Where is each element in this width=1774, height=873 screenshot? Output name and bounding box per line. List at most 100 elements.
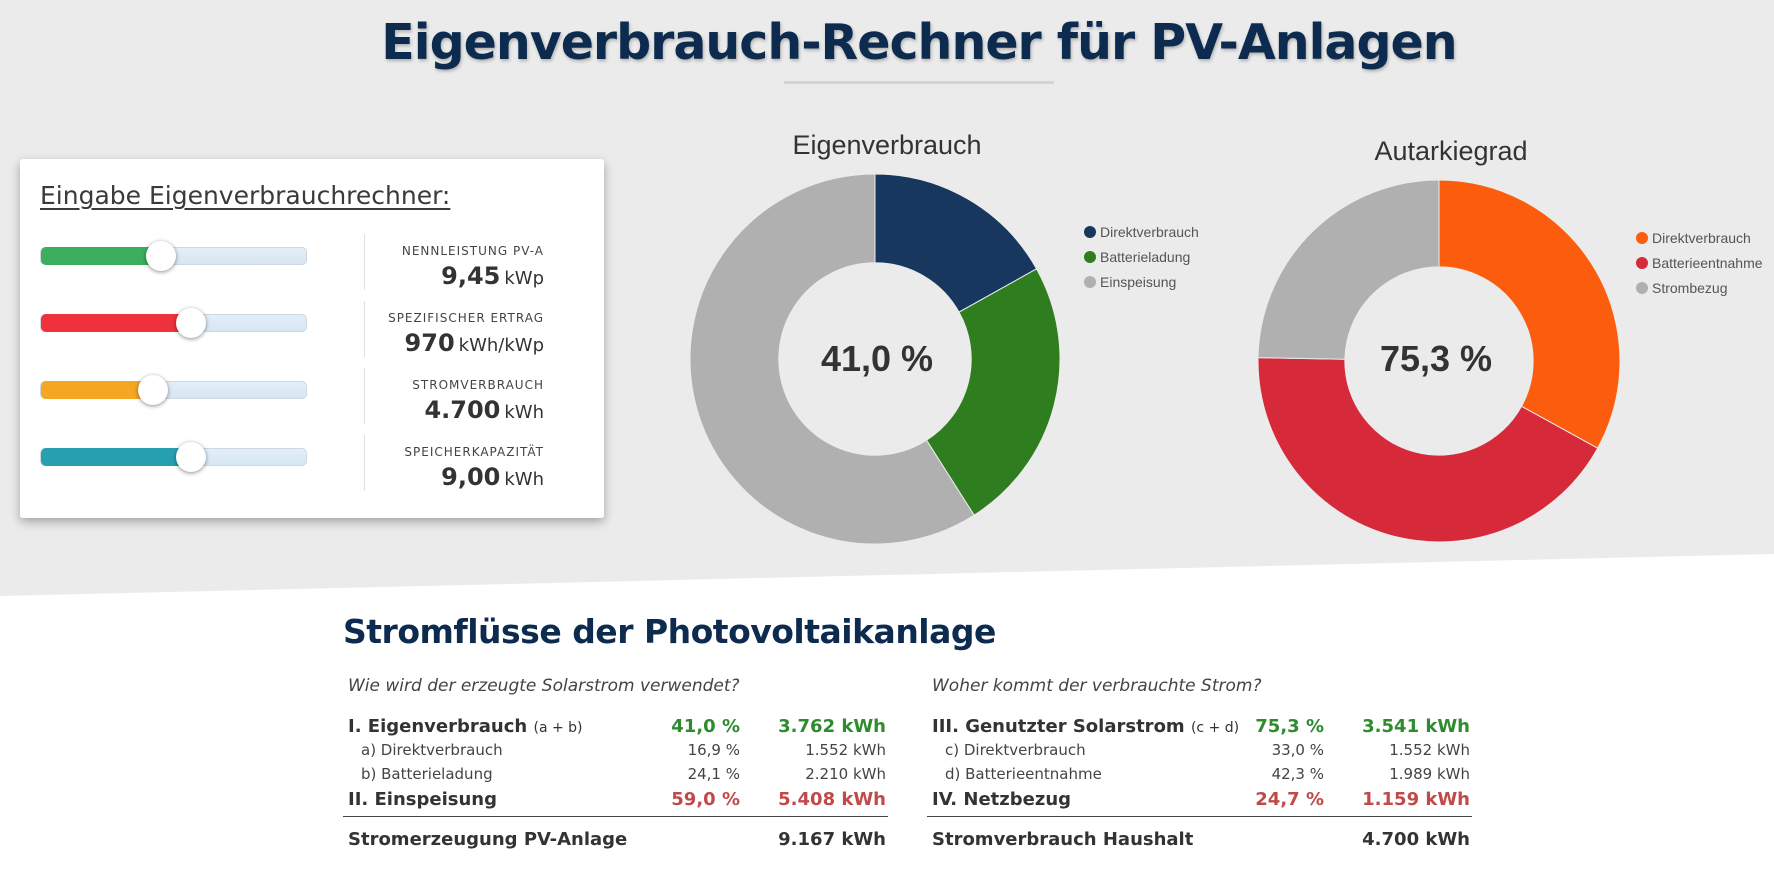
row-label-text: I. Eigenverbrauch — [348, 716, 528, 737]
row-label-text: III. Genutzter Solarstrom — [932, 716, 1185, 737]
row-label: IV. Netzbezug — [932, 789, 1072, 810]
flow-column-right: Woher kommt der verbrauchte Strom? III. … — [927, 676, 1472, 853]
value-unit: kWh — [504, 469, 544, 490]
slider-label: SPEICHERKAPAZITÄT — [404, 445, 544, 459]
row-kwh: 3.541 kWh — [1362, 716, 1470, 737]
legend-item[interactable]: Direktverbrauch — [1636, 225, 1763, 250]
chart-center-value: 75,3 % — [1379, 338, 1493, 379]
flow-row-netzbezug: IV. Netzbezug 24,7 % 1.159 kWh — [927, 789, 1472, 817]
slider-thumb[interactable] — [138, 375, 169, 405]
row-label: Stromverbrauch Haushalt — [932, 829, 1194, 850]
chart-title-autarkiegrad: Autarkiegrad — [1374, 136, 1528, 166]
chart-center-value: 41,0 % — [820, 338, 934, 379]
row-percent: 75,3 % — [1255, 716, 1324, 737]
legend-label: Direktverbrauch — [1652, 229, 1751, 246]
slider-track[interactable] — [40, 241, 307, 271]
legend-dot — [1084, 225, 1096, 238]
flow-row-total: Stromerzeugung PV-Anlage 9.167 kWh — [343, 829, 888, 853]
value-number: 9,45 — [441, 262, 501, 290]
slider-value: 9,00 kWh — [441, 463, 544, 491]
row-label: d) Batterieentnahme — [945, 765, 1102, 783]
row-label: I. Eigenverbrauch (a + b) — [348, 716, 583, 737]
legend-item[interactable]: Strombezug — [1636, 275, 1763, 300]
legend-item[interactable]: Direktverbrauch — [1084, 219, 1199, 244]
slider-label: SPEZIFISCHER ERTRAG — [388, 311, 544, 325]
flow-column-left: Wie wird der erzeugte Solarstrom verwend… — [343, 676, 888, 853]
legend-dot — [1084, 275, 1096, 288]
row-kwh: 5.408 kWh — [778, 789, 886, 810]
page-title: Eigenverbrauch-Rechner für PV-Anlagen — [381, 14, 1457, 71]
row-kwh: 2.210 kWh — [805, 765, 886, 783]
column-question: Wie wird der erzeugte Solarstrom verwend… — [348, 676, 740, 696]
value-unit: kWh — [504, 402, 544, 423]
legend-item[interactable]: Batterieentnahme — [1636, 250, 1763, 275]
donut-chart-autarkiegrad — [1257, 179, 1621, 543]
slider-label: NENNLEISTUNG PV-A — [401, 244, 544, 258]
slider-fill — [41, 247, 162, 265]
value-number: 970 — [404, 329, 455, 357]
input-card: Eingabe Eigenverbrauchrechner: NENNLEIST… — [20, 159, 604, 518]
slider-spezifischer-ertrag: SPEZIFISCHER ERTRAG 970 kWh/kWp — [20, 301, 604, 368]
row-kwh: 1.159 kWh — [1362, 789, 1470, 810]
legend-label: Batterieladung — [1100, 248, 1191, 265]
column-question: Woher kommt der verbrauchte Strom? — [932, 676, 1262, 696]
slider-fill — [41, 448, 191, 466]
slider-nennleistung: NENNLEISTUNG PV-A 9,45 kWp — [20, 234, 604, 301]
input-card-title: Eingabe Eigenverbrauchrechner: — [40, 181, 451, 210]
slider-thumb[interactable] — [175, 442, 206, 472]
legend-item[interactable]: Batterieladung — [1084, 244, 1199, 269]
slider-speicherkapazitaet: SPEICHERKAPAZITÄT 9,00 kWh — [20, 435, 604, 502]
row-kwh: 1.552 kWh — [1389, 741, 1470, 759]
legend-dot — [1084, 250, 1096, 263]
row-label: II. Einspeisung — [348, 789, 497, 810]
legend-dot — [1636, 231, 1648, 244]
chart-legend-eigenverbrauch: Direktverbrauch Batterieladung Einspeisu… — [1084, 219, 1199, 294]
row-kwh: 9.167 kWh — [778, 829, 886, 850]
flow-row-batterieentnahme: d) Batterieentnahme 42,3 % 1.989 kWh — [927, 765, 1472, 789]
row-percent: 59,0 % — [671, 789, 740, 810]
chart-legend-autarkiegrad: Direktverbrauch Batterieentnahme Strombe… — [1636, 225, 1763, 300]
donut-hole — [778, 262, 972, 456]
donut-chart-eigenverbrauch — [689, 173, 1061, 545]
row-label-sub: (c + d) — [1190, 720, 1240, 736]
slider-fill — [41, 381, 154, 399]
flow-row-direktverbrauch: c) Direktverbrauch 33,0 % 1.552 kWh — [927, 741, 1472, 765]
legend-label: Direktverbrauch — [1100, 223, 1199, 240]
slider-track[interactable] — [40, 442, 307, 472]
flow-row-einspeisung: II. Einspeisung 59,0 % 5.408 kWh — [343, 789, 888, 817]
row-kwh: 3.762 kWh — [778, 716, 886, 737]
slider-label: STROMVERBRAUCH — [412, 378, 544, 392]
value-unit: kWh/kWp — [458, 335, 544, 356]
slider-value: 970 kWh/kWp — [405, 329, 544, 357]
row-kwh: 1.989 kWh — [1389, 765, 1470, 783]
slider-value: 4.700 kWh — [424, 396, 544, 424]
row-percent: 33,0 % — [1271, 741, 1324, 759]
value-number: 9,00 — [441, 463, 501, 491]
flow-row-genutzter-solarstrom: III. Genutzter Solarstrom (c + d) 75,3 %… — [927, 716, 1472, 741]
legend-item[interactable]: Einspeisung — [1084, 269, 1199, 294]
section-title: Stromflüsse der Photovoltaikanlage — [343, 612, 996, 651]
row-label: a) Direktverbrauch — [361, 741, 503, 759]
flow-row-direktverbrauch: a) Direktverbrauch 16,9 % 1.552 kWh — [343, 741, 888, 765]
divider — [364, 435, 365, 491]
row-percent: 24,7 % — [1255, 789, 1324, 810]
row-percent: 16,9 % — [687, 741, 740, 759]
row-label: c) Direktverbrauch — [945, 741, 1086, 759]
row-label: Stromerzeugung PV-Anlage — [348, 829, 628, 850]
title-divider — [784, 81, 1054, 84]
slider-stromverbrauch: STROMVERBRAUCH 4.700 kWh — [20, 368, 604, 435]
row-percent: 41,0 % — [671, 716, 740, 737]
slider-track[interactable] — [40, 375, 307, 405]
slider-fill — [41, 314, 191, 332]
legend-label: Einspeisung — [1100, 273, 1177, 290]
flow-row-batterieladung: b) Batterieladung 24,1 % 2.210 kWh — [343, 765, 888, 789]
row-kwh: 4.700 kWh — [1362, 829, 1470, 850]
divider — [364, 234, 365, 290]
row-label: III. Genutzter Solarstrom (c + d) — [932, 716, 1239, 737]
slider-track[interactable] — [40, 308, 307, 338]
chart-title-eigenverbrauch: Eigenverbrauch — [792, 130, 982, 160]
row-percent: 24,1 % — [687, 765, 740, 783]
value-number: 4.700 — [424, 396, 501, 424]
slider-thumb[interactable] — [175, 308, 206, 338]
slider-thumb[interactable] — [146, 241, 177, 271]
